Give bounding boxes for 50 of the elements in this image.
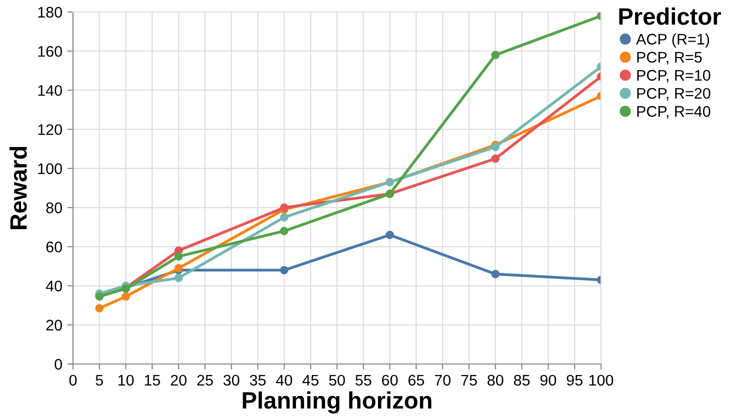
legend-label: PCP, R=5 (637, 52, 702, 64)
point (95, 304, 104, 312)
x-tick-label: 20 (170, 374, 186, 386)
x-tick-label: 75 (461, 374, 477, 386)
x-tick-label: 70 (434, 374, 450, 386)
legend-label: ACP (R=1) (636, 33, 710, 48)
x-tick-label: 25 (197, 374, 213, 386)
point (280, 226, 288, 236)
legend-label: PCP, R=40 (637, 106, 710, 119)
x-tick-label: 35 (250, 374, 266, 386)
x-tick-label: 100 (589, 374, 614, 386)
x-tick-label: 80 (488, 374, 504, 386)
x-tick-label: 45 (302, 374, 318, 386)
x-tick-label: 15 (144, 374, 160, 386)
point (491, 270, 500, 278)
y-tick-label: 160 (38, 46, 62, 57)
y-axis-title: Reward (10, 146, 27, 230)
y-tick-label: 140 (38, 85, 62, 96)
x-tick-label: 10 (118, 374, 134, 386)
y-tick-label: 120 (38, 124, 62, 136)
x-tick-label: 5 (96, 374, 104, 386)
point (174, 252, 183, 261)
x-axis-title: Planning horizon (242, 391, 432, 414)
point (491, 154, 500, 163)
point (386, 230, 394, 240)
legend-label: PCP, R=10 (637, 70, 710, 83)
y-tick-label: 60 (46, 242, 62, 252)
x-tick-label: 50 (329, 374, 345, 386)
y-tick-label: 40 (46, 280, 62, 292)
y-tick-label: 100 (38, 163, 62, 174)
point (280, 213, 288, 222)
x-tick-label: 85 (514, 374, 530, 386)
x-tick-label: 90 (540, 374, 556, 386)
x-tick-label: 60 (382, 374, 398, 386)
legend-label: PCP, R=20 (637, 88, 710, 101)
y-tick-label: 20 (46, 320, 62, 331)
x-tick-label: 65 (408, 374, 424, 386)
y-tick-label: 80 (46, 202, 62, 214)
legend-title: Predictor (619, 8, 721, 25)
y-tick-label: 180 (38, 6, 62, 18)
point (174, 274, 183, 282)
x-tick-label: 55 (356, 374, 372, 386)
y-tick-label: 0 (54, 358, 62, 370)
x-tick-label: 30 (223, 374, 240, 386)
x-tick-label: 40 (276, 374, 292, 386)
point (122, 292, 130, 301)
point (280, 266, 288, 274)
point (491, 50, 500, 60)
x-tick-label: 95 (566, 374, 582, 386)
x-tick-label: 0 (69, 374, 77, 386)
